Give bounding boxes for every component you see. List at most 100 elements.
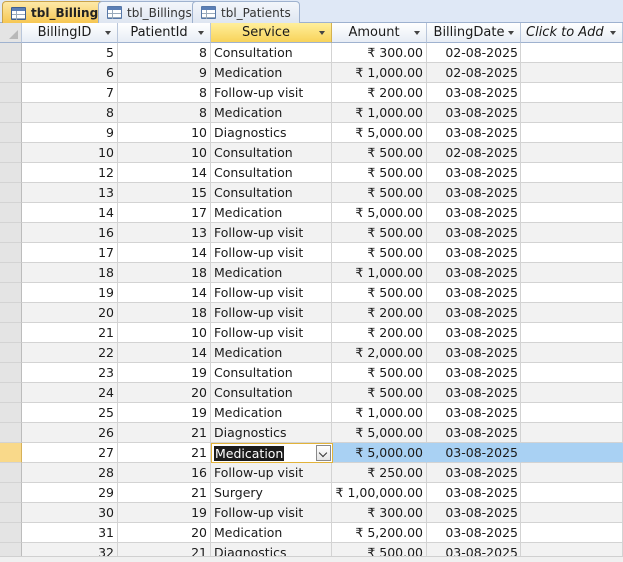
cell-service[interactable]: Medication [211,343,332,363]
cell-patient-id[interactable]: 15 [118,183,211,203]
cell-click-to-add[interactable] [521,163,623,183]
record-selector[interactable] [0,243,22,263]
table-row[interactable]: 23 19 Consultation ₹ 500.00 03-08-2025 [0,363,623,383]
cell-service[interactable]: Follow-up visit [211,243,332,263]
cell-billing-date[interactable]: 02-08-2025 [427,43,521,63]
cell-billing-id[interactable]: 16 [22,223,118,243]
cell-click-to-add[interactable] [521,263,623,283]
cell-service[interactable]: Follow-up visit [211,283,332,303]
cell-billing-id[interactable]: 23 [22,363,118,383]
dropdown-arrow-icon[interactable] [105,31,111,35]
table-row[interactable]: 21 10 Follow-up visit ₹ 200.00 03-08-2025 [0,323,623,343]
column-header-amount[interactable]: Amount [332,23,427,43]
cell-click-to-add[interactable] [521,363,623,383]
cell-billing-date[interactable]: 03-08-2025 [427,243,521,263]
cell-billing-id[interactable]: 13 [22,183,118,203]
record-selector[interactable] [0,443,22,463]
tab-tbl-billings-active[interactable]: tbl_Billings [2,1,115,24]
cell-click-to-add[interactable] [521,343,623,363]
cell-amount[interactable]: ₹ 5,000.00 [332,443,427,463]
cell-click-to-add[interactable] [521,243,623,263]
cell-billing-id[interactable]: 8 [22,103,118,123]
cell-billing-date[interactable]: 03-08-2025 [427,523,521,543]
service-combo-value[interactable]: Medication [214,446,285,461]
cell-amount[interactable]: ₹ 200.00 [332,303,427,323]
record-selector[interactable] [0,503,22,523]
cell-amount[interactable]: ₹ 300.00 [332,43,427,63]
table-row[interactable]: 14 17 Medication ₹ 5,000.00 03-08-2025 [0,203,623,223]
cell-click-to-add[interactable] [521,183,623,203]
cell-billing-id[interactable]: 20 [22,303,118,323]
column-header-billingid[interactable]: BillingID [22,23,118,43]
column-header-billingdate[interactable]: BillingDate [427,23,521,43]
cell-click-to-add[interactable] [521,43,623,63]
cell-click-to-add[interactable] [521,223,623,243]
table-row[interactable]: 10 10 Consultation ₹ 500.00 02-08-2025 [0,143,623,163]
cell-click-to-add[interactable] [521,503,623,523]
cell-billing-date[interactable]: 03-08-2025 [427,343,521,363]
record-selector[interactable] [0,223,22,243]
cell-billing-id[interactable]: 28 [22,463,118,483]
record-selector[interactable] [0,263,22,283]
dropdown-arrow-icon[interactable] [198,31,204,35]
cell-billing-date[interactable]: 03-08-2025 [427,103,521,123]
table-row[interactable]: 12 14 Consultation ₹ 500.00 03-08-2025 [0,163,623,183]
column-header-service[interactable]: Service [211,23,332,43]
cell-amount[interactable]: ₹ 500.00 [332,143,427,163]
cell-patient-id[interactable]: 14 [118,163,211,183]
record-selector[interactable] [0,283,22,303]
cell-billing-date[interactable]: 03-08-2025 [427,403,521,423]
cell-click-to-add[interactable] [521,523,623,543]
cell-service[interactable]: Medication [211,103,332,123]
cell-amount[interactable]: ₹ 5,000.00 [332,423,427,443]
cell-amount[interactable]: ₹ 250.00 [332,463,427,483]
record-selector[interactable] [0,43,22,63]
table-row[interactable]: 20 18 Follow-up visit ₹ 200.00 03-08-2025 [0,303,623,323]
cell-service[interactable]: Diagnostics [211,123,332,143]
table-row[interactable]: 26 21 Diagnostics ₹ 5,000.00 03-08-2025 [0,423,623,443]
dropdown-arrow-icon[interactable] [414,31,420,35]
table-row[interactable]: 30 19 Follow-up visit ₹ 300.00 03-08-2025 [0,503,623,523]
cell-billing-id[interactable]: 27 [22,443,118,463]
cell-billing-id[interactable]: 30 [22,503,118,523]
table-row[interactable]: 6 9 Medication ₹ 1,000.00 02-08-2025 [0,63,623,83]
cell-patient-id[interactable]: 13 [118,223,211,243]
record-selector[interactable] [0,483,22,503]
horizontal-scrollbar[interactable] [0,556,623,562]
cell-click-to-add[interactable] [521,423,623,443]
cell-amount[interactable]: ₹ 200.00 [332,323,427,343]
table-row[interactable]: 31 20 Medication ₹ 5,200.00 03-08-2025 [0,523,623,543]
cell-amount[interactable]: ₹ 500.00 [332,223,427,243]
dropdown-arrow-icon[interactable] [319,31,325,35]
cell-billing-date[interactable]: 03-08-2025 [427,83,521,103]
cell-click-to-add[interactable] [521,103,623,123]
cell-click-to-add[interactable] [521,463,623,483]
cell-service[interactable]: Diagnostics [211,423,332,443]
cell-click-to-add[interactable] [521,63,623,83]
cell-click-to-add[interactable] [521,303,623,323]
cell-billing-date[interactable]: 03-08-2025 [427,303,521,323]
cell-click-to-add[interactable] [521,403,623,423]
cell-click-to-add[interactable] [521,283,623,303]
cell-service[interactable]: Consultation [211,143,332,163]
cell-service[interactable]: Consultation [211,383,332,403]
cell-amount[interactable]: ₹ 1,000.00 [332,263,427,283]
cell-patient-id[interactable]: 14 [118,283,211,303]
cell-billing-date[interactable]: 03-08-2025 [427,363,521,383]
cell-patient-id[interactable]: 10 [118,143,211,163]
cell-billing-date[interactable]: 03-08-2025 [427,123,521,143]
cell-billing-date[interactable]: 03-08-2025 [427,383,521,403]
cell-service[interactable]: Medication [211,203,332,223]
cell-patient-id[interactable]: 17 [118,203,211,223]
cell-patient-id[interactable]: 10 [118,123,211,143]
cell-patient-id[interactable]: 19 [118,503,211,523]
cell-patient-id[interactable]: 14 [118,343,211,363]
record-selector[interactable] [0,343,22,363]
table-row[interactable]: 22 14 Medication ₹ 2,000.00 03-08-2025 [0,343,623,363]
table-row[interactable]: 25 19 Medication ₹ 1,000.00 03-08-2025 [0,403,623,423]
record-selector[interactable] [0,123,22,143]
cell-billing-date[interactable]: 02-08-2025 [427,143,521,163]
cell-patient-id[interactable]: 8 [118,103,211,123]
cell-billing-date[interactable]: 02-08-2025 [427,63,521,83]
table-row[interactable]: 27 21 ₹ 5,000.00 03-08-2025 Medication [0,443,623,463]
